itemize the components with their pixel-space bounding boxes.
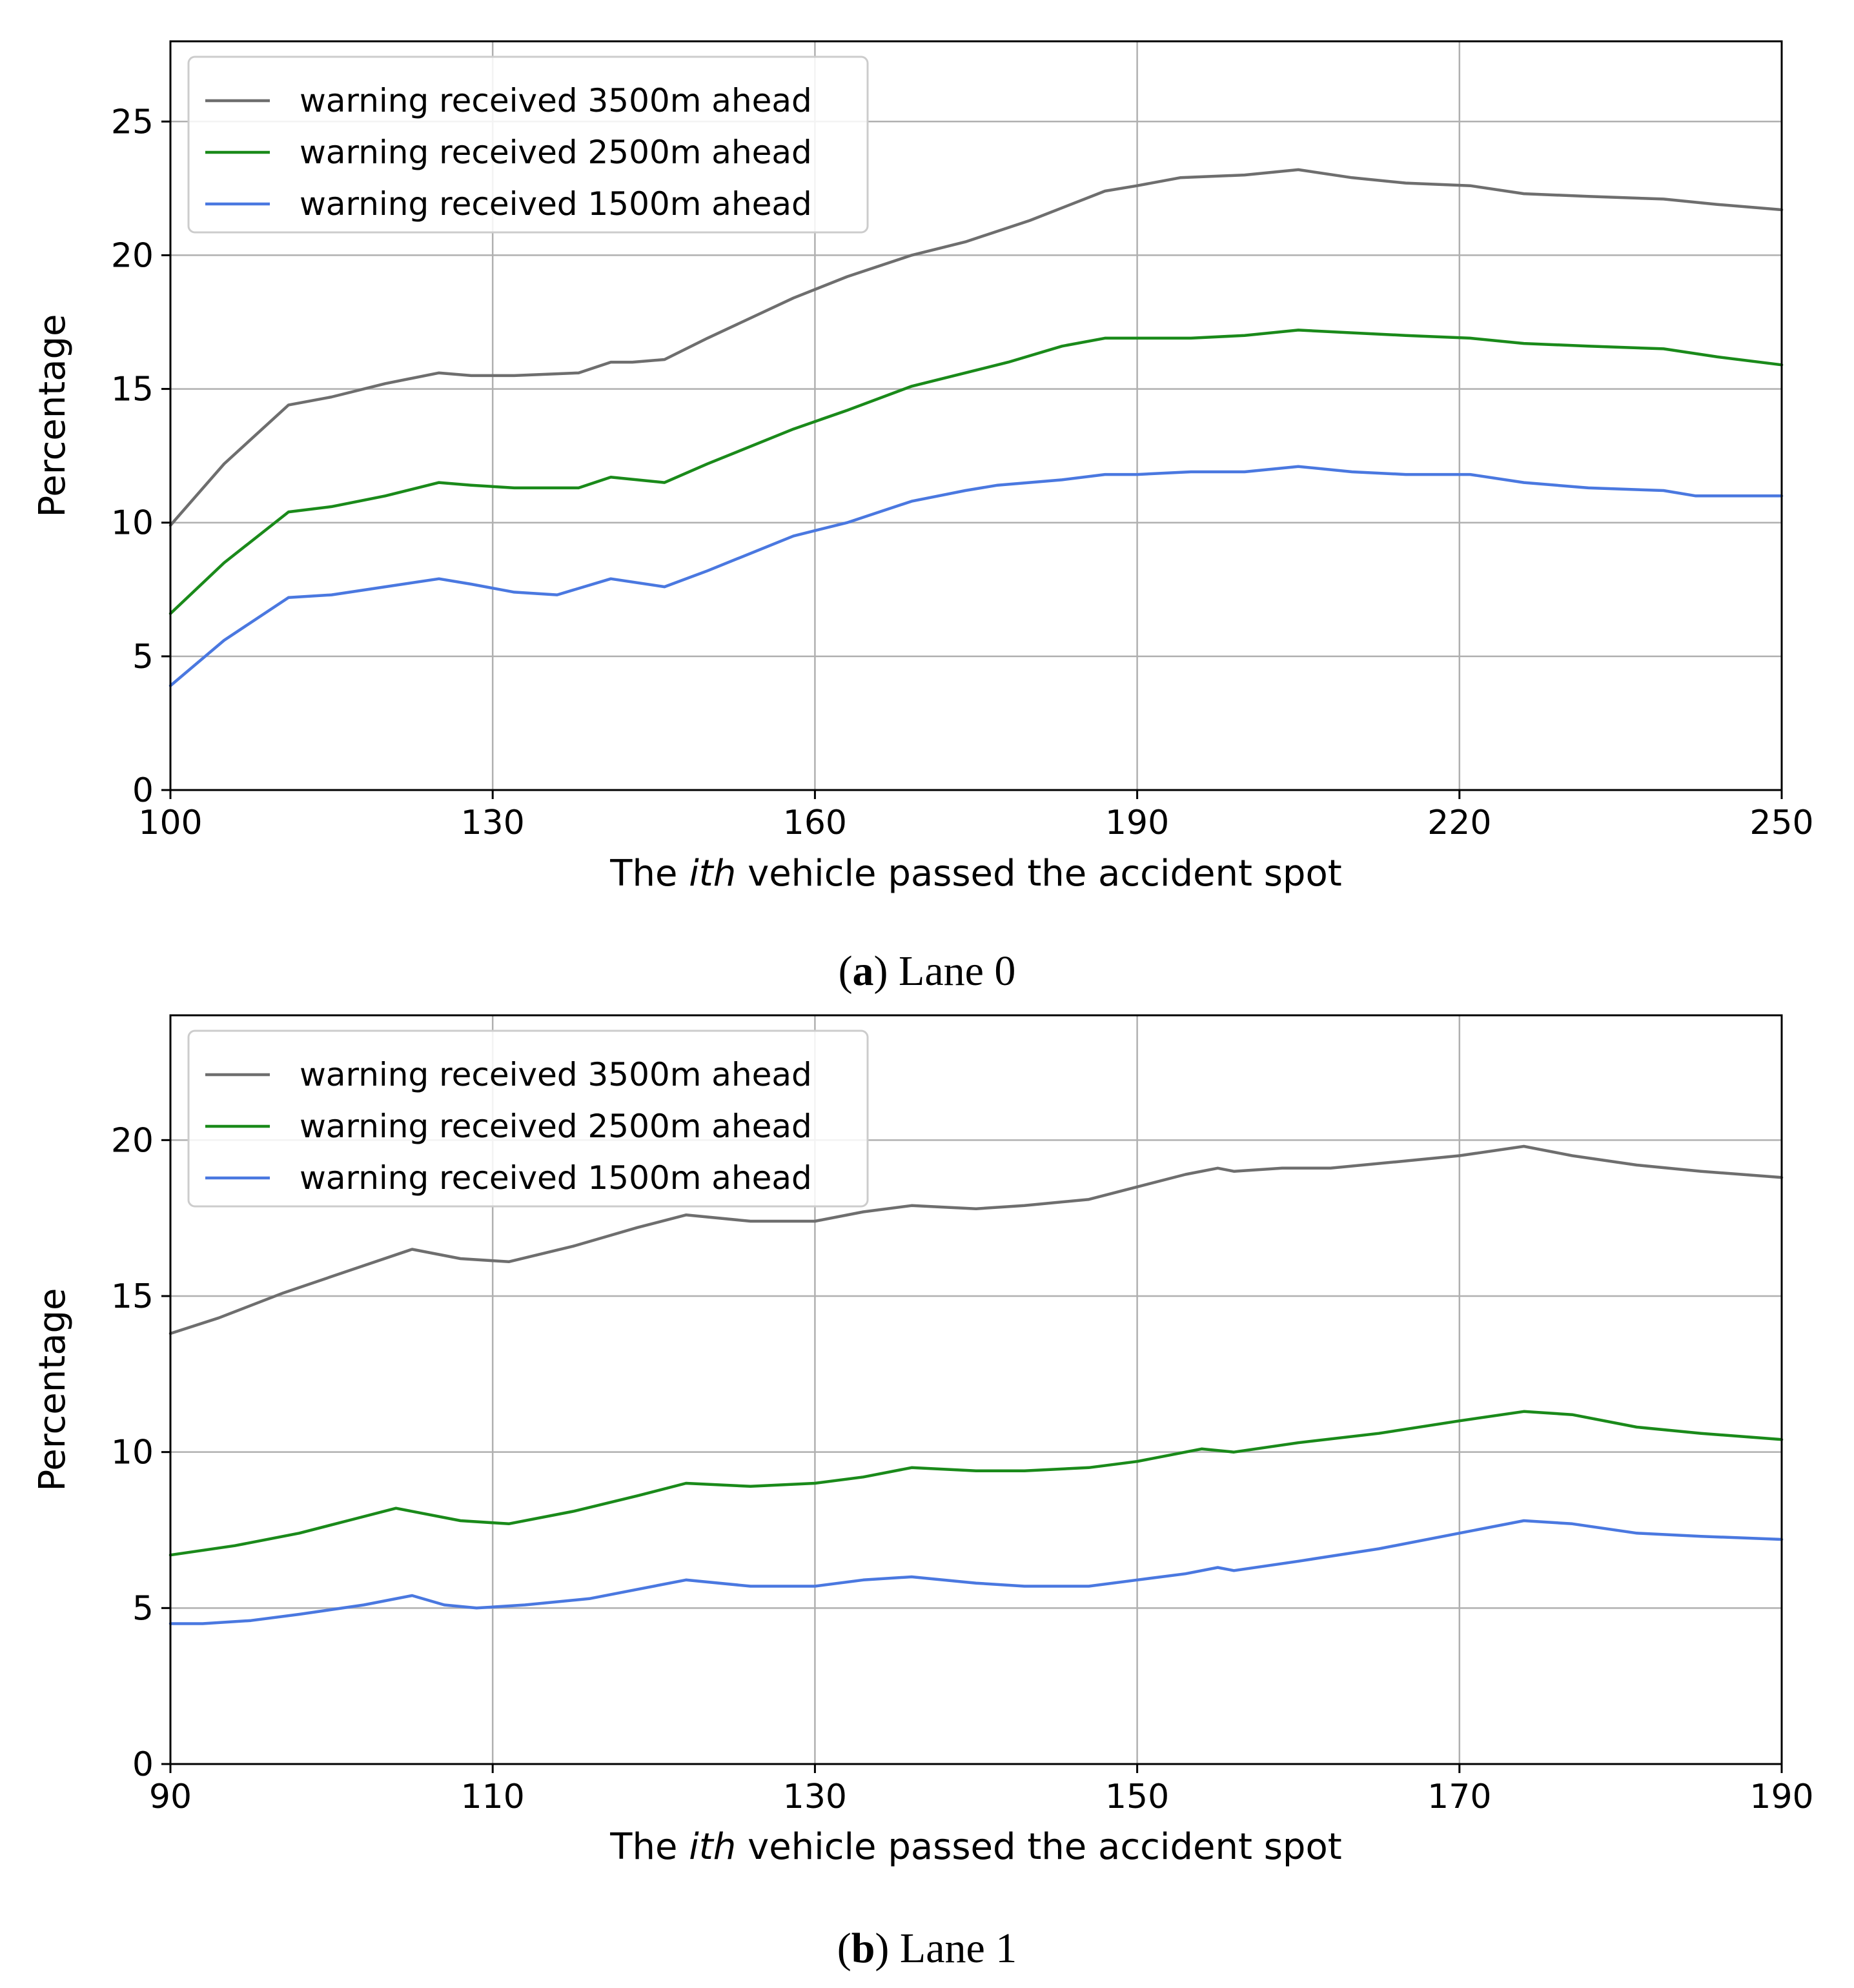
- panel-b-y-ticks: 0 5 10 15 20: [111, 1121, 170, 1784]
- x-tick-label: 190: [1749, 1778, 1813, 1816]
- panel-a-plot-frame: [169, 40, 1783, 791]
- panel-a-series: [168, 168, 1784, 687]
- y-tick-label: 5: [132, 1589, 154, 1628]
- legend-label: warning received 1500m ahead: [300, 1159, 812, 1197]
- legend-label: warning received 2500m ahead: [300, 134, 812, 171]
- y-tick-label: 15: [111, 370, 154, 409]
- y-tick-label: 0: [132, 771, 154, 810]
- x-tick-label: 130: [783, 1778, 847, 1816]
- y-tick-label: 0: [132, 1745, 154, 1784]
- legend-label: warning received 3500m ahead: [300, 1056, 812, 1093]
- x-tick-label: 170: [1427, 1778, 1491, 1816]
- series-line-3: [168, 465, 1784, 687]
- panel-b-caption: (b) Lane 1: [837, 1925, 1017, 1972]
- y-tick-label: 10: [111, 504, 154, 543]
- y-tick-label: 5: [132, 638, 154, 676]
- panel-a-y-axis-label: Percentage: [32, 314, 74, 517]
- series-line-2: [168, 329, 1784, 615]
- panel-b-legend: warning received 3500m ahead warning rece…: [187, 1030, 869, 1208]
- series-line-2: [168, 1410, 1784, 1557]
- legend-box: [187, 1030, 869, 1208]
- y-tick-label: 25: [111, 103, 154, 141]
- panel-a-lane-0: 100 130 160 190 220 250 0 5 10 15 20 25 warning re…: [32, 40, 1814, 995]
- panel-b-x-ticks: 90 110 130 150 170 190: [149, 1764, 1814, 1816]
- series-line-1: [168, 168, 1784, 527]
- x-tick-label: 130: [461, 804, 525, 842]
- panel-a-legend: warning received 3500m ahead warning rece…: [187, 56, 869, 234]
- panel-b-plot-frame: [169, 1014, 1783, 1765]
- panel-a-x-ticks: 100 130 160 190 220 250: [138, 790, 1814, 842]
- panel-b-y-axis-label: Percentage: [32, 1288, 74, 1491]
- legend-label: warning received 1500m ahead: [300, 185, 812, 223]
- panel-a-caption: (a) Lane 0: [839, 948, 1016, 995]
- panel-b-series: [168, 1144, 1784, 1625]
- x-tick-label: 110: [461, 1778, 525, 1816]
- y-tick-label: 10: [111, 1434, 154, 1472]
- series-line-1: [168, 1144, 1784, 1335]
- x-tick-label: 90: [149, 1778, 192, 1816]
- panel-a-x-axis-label: The ith vehicle passed the accident spot: [609, 853, 1341, 895]
- x-tick-label: 150: [1105, 1778, 1169, 1816]
- panel-a-y-ticks: 0 5 10 15 20 25: [111, 103, 170, 810]
- legend-label: warning received 3500m ahead: [300, 82, 812, 119]
- series-line-3: [168, 1519, 1784, 1625]
- x-tick-label: 190: [1105, 804, 1169, 842]
- panel-b-lane-1: 90 110 130 150 170 190 0 5 10 15 20 warning recei…: [32, 1014, 1814, 1972]
- x-tick-label: 160: [783, 804, 847, 842]
- y-tick-label: 20: [111, 236, 154, 275]
- y-tick-label: 20: [111, 1121, 154, 1160]
- legend-box: [187, 56, 869, 234]
- legend-label: warning received 2500m ahead: [300, 1108, 812, 1145]
- x-tick-label: 220: [1427, 804, 1491, 842]
- panel-b-x-axis-label: The ith vehicle passed the accident spot: [609, 1826, 1341, 1868]
- x-tick-label: 100: [138, 804, 202, 842]
- x-tick-label: 250: [1749, 804, 1813, 842]
- y-tick-label: 15: [111, 1277, 154, 1316]
